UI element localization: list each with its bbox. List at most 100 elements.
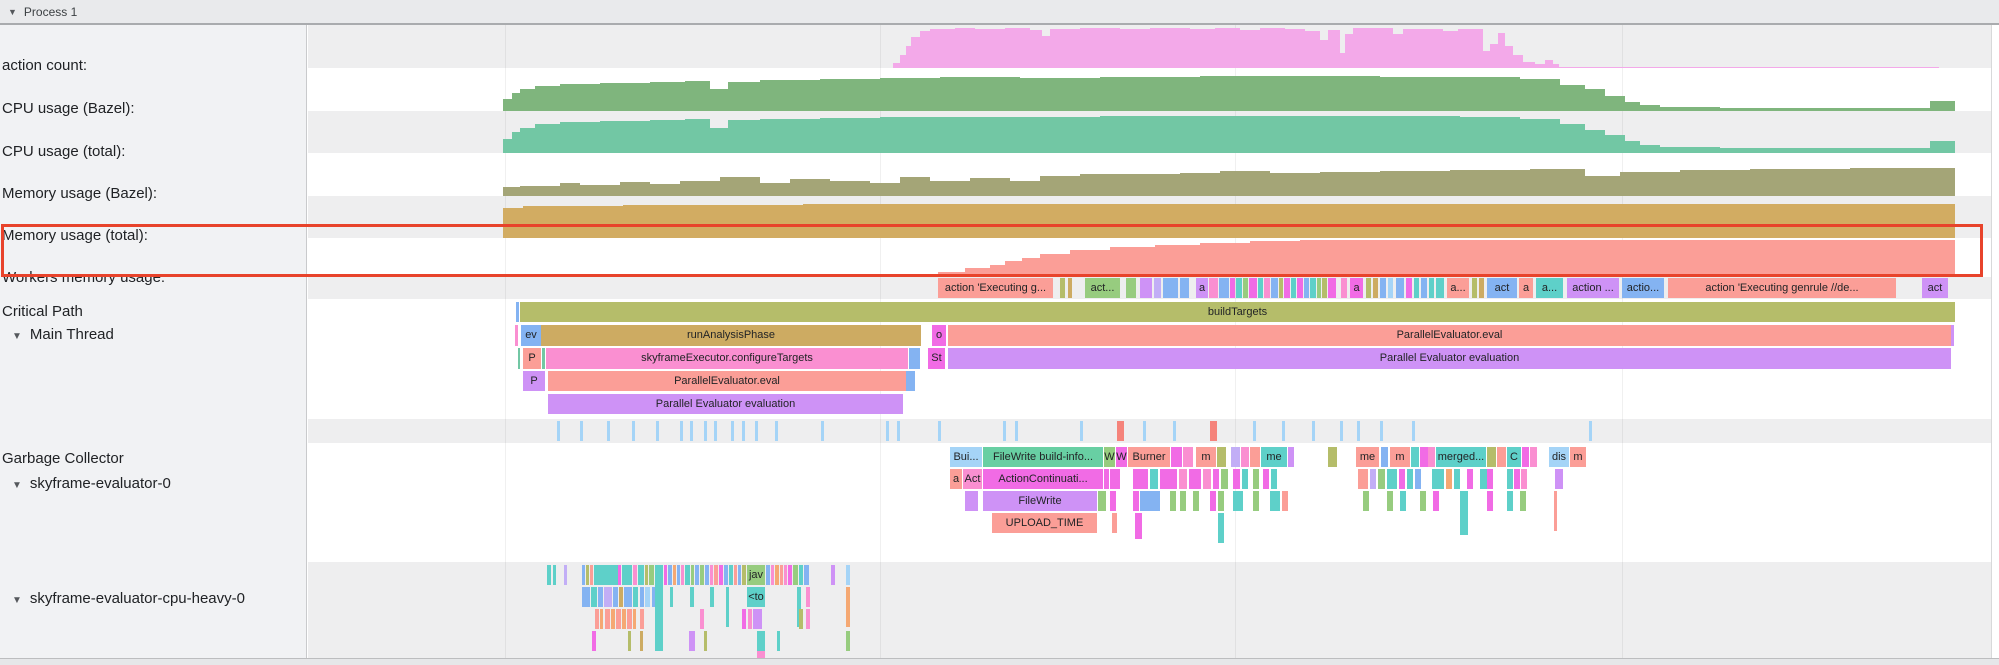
collapse-arrow-icon[interactable]: ▼	[8, 6, 17, 17]
trace-event[interactable]: a...	[1536, 278, 1563, 298]
trace-event-tick[interactable]	[821, 421, 824, 441]
trace-event-tick[interactable]	[613, 587, 618, 607]
trace-event-tick[interactable]	[1366, 278, 1371, 298]
trace-event-tick[interactable]	[1258, 278, 1263, 298]
trace-event-tick[interactable]	[680, 421, 683, 441]
trace-event[interactable]: dis	[1549, 447, 1569, 467]
trace-event-tick[interactable]	[1133, 469, 1148, 489]
trace-event-tick[interactable]	[1387, 491, 1393, 511]
trace-event-tick[interactable]	[640, 631, 643, 651]
trace-event-tick[interactable]	[1407, 469, 1413, 489]
trace-event-tick[interactable]	[1060, 278, 1065, 298]
trace-event-tick[interactable]	[1378, 469, 1385, 489]
trace-event-tick[interactable]	[1271, 469, 1277, 489]
trace-event-tick[interactable]	[1480, 469, 1488, 489]
trace-event-tick[interactable]	[797, 587, 801, 627]
trace-event-tick[interactable]	[1249, 278, 1257, 298]
trace-event[interactable]: a	[1350, 278, 1363, 298]
trace-event-tick[interactable]	[799, 565, 803, 585]
trace-event-tick[interactable]	[1253, 491, 1259, 511]
trace-event-tick[interactable]	[1406, 278, 1412, 298]
trace-event-tick[interactable]	[681, 565, 684, 585]
trace-event-tick[interactable]	[638, 565, 644, 585]
trace-event-tick[interactable]	[633, 587, 638, 607]
track-workers-mem[interactable]	[308, 238, 1991, 277]
trace-event-tick[interactable]	[664, 565, 667, 585]
trace-event-tick[interactable]	[1414, 278, 1419, 298]
trace-event-tick[interactable]	[714, 421, 717, 441]
trace-event-tick[interactable]	[1363, 491, 1369, 511]
track-cpuheavy[interactable]: jav <to	[308, 562, 1991, 658]
trace-event-tick[interactable]	[742, 421, 745, 441]
trace-event-tick[interactable]	[515, 325, 518, 346]
trace-event-tick[interactable]	[831, 565, 835, 585]
trace-event-tick[interactable]	[1143, 421, 1146, 441]
trace-event-tick[interactable]	[1322, 278, 1327, 298]
trace-event-tick[interactable]	[710, 587, 714, 607]
trace-event-tick[interactable]	[1340, 421, 1343, 441]
trace-event-tick[interactable]	[633, 609, 636, 629]
track-eval0[interactable]: Bui... FileWrite build-info... W W Burner m me…	[308, 443, 1991, 562]
trace-event[interactable]: act	[1922, 278, 1948, 298]
trace-event-tick[interactable]	[1497, 447, 1506, 467]
trace-event-tick[interactable]	[1507, 491, 1513, 511]
trace-event-tick[interactable]	[1291, 278, 1296, 298]
track-mem-bazel[interactable]	[308, 153, 1991, 196]
trace-event-tick[interactable]	[1230, 278, 1235, 298]
trace-event-tick[interactable]	[677, 565, 680, 585]
trace-event-tick[interactable]	[1250, 447, 1260, 467]
trace-event-tick[interactable]	[799, 609, 803, 629]
trace-event[interactable]: St	[928, 348, 945, 369]
trace-event-tick[interactable]	[622, 609, 626, 629]
trace-event-tick[interactable]	[1388, 278, 1393, 298]
trace-event[interactable]: Act	[963, 469, 982, 489]
trace-event[interactable]: W	[1104, 447, 1115, 467]
trace-event-tick[interactable]	[1180, 278, 1189, 298]
trace-event-tick[interactable]	[719, 565, 723, 585]
trace-event[interactable]: m	[1570, 447, 1586, 467]
trace-event-tick[interactable]	[965, 491, 978, 511]
trace-event-tick[interactable]	[1080, 421, 1083, 441]
trace-event-tick[interactable]	[1210, 491, 1216, 511]
trace-event[interactable]: Parallel Evaluator evaluation	[948, 348, 1951, 369]
trace-event-tick[interactable]	[1467, 469, 1473, 489]
trace-event-tick[interactable]	[1522, 447, 1529, 467]
trace-event-tick[interactable]	[611, 609, 615, 629]
trace-event-tick[interactable]	[592, 631, 596, 651]
trace-event-tick[interactable]	[690, 587, 694, 607]
trace-event-tick[interactable]	[591, 587, 597, 607]
sidebar-item-skyframe-0[interactable]: ▼ skyframe-evaluator-0	[0, 474, 306, 494]
trace-event-tick[interactable]	[700, 565, 704, 585]
trace-event[interactable]: W	[1116, 447, 1127, 467]
trace-event-tick[interactable]	[1373, 278, 1378, 298]
trace-event-tick[interactable]	[1487, 491, 1493, 511]
trace-event-tick[interactable]	[605, 609, 610, 629]
trace-event[interactable]: o	[932, 325, 946, 346]
track-main[interactable]: buildTargets ev runAnalysisPhase o ParallelE…	[308, 299, 1991, 419]
trace-event-tick[interactable]	[1284, 278, 1290, 298]
trace-event-tick[interactable]	[1380, 421, 1383, 441]
trace-event-tick[interactable]	[1951, 325, 1954, 346]
trace-event-tick[interactable]	[1150, 469, 1158, 489]
trace-event-tick[interactable]	[753, 609, 762, 629]
trace-event-tick[interactable]	[1521, 469, 1527, 489]
trace-event-tick[interactable]	[710, 565, 713, 585]
trace-event-tick[interactable]	[586, 565, 589, 585]
trace-event[interactable]: UPLOAD_TIME	[992, 513, 1097, 533]
trace-event-tick[interactable]	[1217, 447, 1226, 467]
trace-event[interactable]: ParallelEvaluator.eval	[948, 325, 1951, 346]
trace-event-tick[interactable]	[1514, 469, 1520, 489]
trace-event[interactable]: buildTargets	[520, 302, 1955, 322]
trace-event-tick[interactable]	[1179, 469, 1187, 489]
trace-event-tick[interactable]	[1003, 421, 1006, 441]
trace-event-tick[interactable]	[1233, 469, 1240, 489]
trace-event-tick[interactable]	[656, 421, 659, 441]
trace-event-tick[interactable]	[1446, 469, 1452, 489]
trace-event-tick[interactable]	[1279, 278, 1283, 298]
trace-event-tick[interactable]	[714, 565, 718, 585]
trace-event-tick[interactable]	[738, 565, 741, 585]
trace-event[interactable]: P	[523, 371, 545, 391]
trace-event-tick[interactable]	[731, 421, 734, 441]
trace-event-tick[interactable]	[542, 348, 545, 369]
trace-event-tick[interactable]	[1193, 491, 1199, 511]
